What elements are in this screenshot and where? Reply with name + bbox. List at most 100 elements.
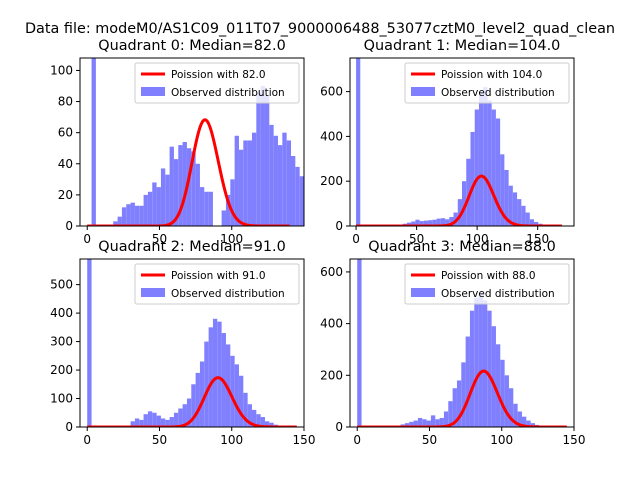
histogram-bars bbox=[356, 58, 551, 226]
legend-label-observed: Observed distribution bbox=[441, 288, 555, 300]
histogram-bar bbox=[139, 419, 144, 427]
x-tick-label: 100 bbox=[490, 433, 513, 447]
histogram-bar bbox=[321, 221, 325, 226]
histogram-bar bbox=[440, 218, 446, 226]
y-tick-label: 0 bbox=[65, 219, 73, 233]
histogram-bar bbox=[356, 58, 361, 226]
histogram-bar bbox=[409, 421, 414, 427]
y-tick-label: 40 bbox=[58, 157, 73, 171]
histogram-bar bbox=[326, 223, 330, 226]
subplot-title: Quadrant 1: Median=104.0 bbox=[364, 38, 561, 54]
histogram-bar bbox=[461, 362, 466, 427]
axes-frame bbox=[349, 258, 575, 428]
histogram-bar bbox=[286, 140, 291, 226]
x-tick-label: 150 bbox=[563, 433, 586, 447]
histogram-bar bbox=[491, 326, 496, 427]
histogram-bar bbox=[330, 224, 334, 226]
histogram-bar bbox=[443, 411, 449, 427]
histogram-bar bbox=[147, 191, 153, 226]
histogram-bar bbox=[508, 388, 514, 427]
x-tick-label: 0 bbox=[352, 232, 360, 246]
histogram-bar bbox=[165, 174, 170, 226]
histogram-bar bbox=[186, 148, 192, 226]
histogram-bar bbox=[117, 216, 122, 226]
histogram-bar bbox=[221, 210, 226, 226]
histogram-bar bbox=[299, 176, 304, 226]
subplot-title: Quadrant 2: Median=91.0 bbox=[98, 239, 286, 255]
subplot-3: 0 50 100 150 0 200 400 600 Quadrant 3: Median=88… bbox=[320, 239, 585, 447]
histogram-bar bbox=[404, 423, 410, 427]
histogram-bar bbox=[495, 118, 501, 226]
axes-frame bbox=[79, 258, 305, 428]
histogram-bar bbox=[504, 170, 509, 226]
histogram-bar bbox=[256, 414, 261, 427]
histogram-bar bbox=[521, 205, 526, 226]
subplot-1: 0 50 100 150 0 200 400 600 Quadrant 1: Median=10… bbox=[320, 38, 575, 246]
histogram-bar bbox=[282, 132, 287, 226]
figure-suptitle: Data file: modeM0/AS1C09_011T07_90000064… bbox=[25, 21, 615, 37]
y-tick-label: 600 bbox=[320, 265, 343, 279]
histogram-bar bbox=[182, 142, 187, 226]
axes-frame bbox=[349, 57, 575, 227]
y-tick-label: 200 bbox=[50, 363, 73, 377]
subplot-2: 0 50 100 150 0 100 200 300 400 500 Quadrant 2: Med… bbox=[50, 239, 315, 447]
histogram-bar bbox=[417, 417, 423, 427]
histogram-bar bbox=[178, 145, 183, 226]
histogram-bar bbox=[457, 199, 462, 226]
histogram-bar bbox=[260, 86, 265, 226]
histogram-bar bbox=[426, 420, 431, 427]
legend-box bbox=[404, 263, 570, 305]
histogram-bar bbox=[238, 375, 244, 427]
legend-label-observed: Observed distribution bbox=[441, 87, 555, 99]
histogram-bar bbox=[452, 388, 457, 427]
histogram-bar bbox=[130, 421, 135, 427]
histogram-bar bbox=[487, 100, 492, 226]
y-tick-label: 400 bbox=[320, 317, 343, 331]
histogram-bar bbox=[143, 194, 148, 226]
legend-patch-swatch bbox=[411, 288, 435, 297]
histogram-bar bbox=[134, 418, 140, 427]
histogram-bar bbox=[230, 179, 235, 226]
histogram-bar bbox=[126, 204, 131, 226]
histogram-bar bbox=[208, 191, 213, 226]
legend-label-observed: Observed distribution bbox=[171, 288, 285, 300]
x-tick-label: 50 bbox=[152, 232, 167, 246]
histogram-bar bbox=[260, 417, 265, 427]
x-tick-label: 0 bbox=[353, 433, 361, 447]
histogram-bar bbox=[483, 87, 488, 226]
histogram-bar bbox=[273, 135, 278, 226]
histogram-bar bbox=[357, 259, 362, 427]
histogram-bar bbox=[191, 151, 196, 226]
x-tick-label: 50 bbox=[152, 433, 167, 447]
histogram-bar bbox=[430, 415, 436, 427]
histogram-bar bbox=[462, 181, 467, 226]
histogram-bar bbox=[199, 361, 205, 427]
subplot-title: Quadrant 3: Median=88.0 bbox=[368, 239, 556, 255]
y-tick-label: 80 bbox=[58, 95, 73, 109]
histogram-bar bbox=[413, 420, 418, 427]
histogram-bar bbox=[156, 415, 161, 427]
histogram-bar bbox=[525, 212, 530, 226]
histogram-bar bbox=[160, 168, 166, 226]
histogram-bar bbox=[500, 154, 505, 226]
histogram-bar bbox=[436, 218, 441, 226]
legend-label-poisson: Poission with 91.0 bbox=[171, 270, 266, 282]
histogram-bar bbox=[87, 259, 92, 427]
histogram-bar bbox=[529, 219, 535, 226]
legend-box bbox=[404, 62, 570, 104]
histogram-bar bbox=[256, 92, 261, 226]
histogram-bar bbox=[152, 412, 157, 427]
histogram-bar bbox=[264, 95, 270, 226]
histogram-bar bbox=[243, 140, 248, 226]
legend-label-poisson: Poission with 88.0 bbox=[441, 270, 536, 282]
legend-box bbox=[134, 62, 300, 104]
histogram-bar bbox=[526, 420, 531, 427]
histogram-bar bbox=[411, 221, 416, 226]
x-tick-label: 0 bbox=[83, 433, 91, 447]
histogram-bar bbox=[160, 418, 166, 427]
histogram-bar bbox=[147, 411, 153, 427]
histogram-bar bbox=[121, 207, 127, 226]
histogram-bar bbox=[277, 145, 283, 226]
histogram-bar bbox=[456, 380, 462, 427]
